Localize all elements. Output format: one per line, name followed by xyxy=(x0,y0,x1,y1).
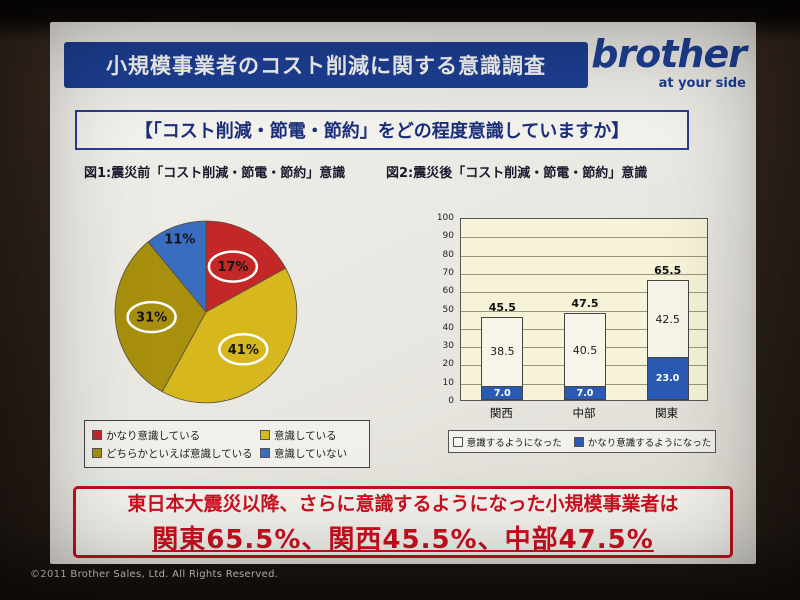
bar-segment-bottom: 23.0 xyxy=(646,357,689,400)
pie-chart: 17% 41% 31% 11% xyxy=(114,220,298,404)
pie-legend-item: 意識している xyxy=(260,428,362,443)
bar-y-tick-label: 100 xyxy=(436,213,454,223)
bar-y-tick-label: 50 xyxy=(442,304,454,315)
question-box: 【「コスト削減・節電・節約」をどの程度意識していますか】 xyxy=(75,110,689,150)
pie-slice-3 xyxy=(147,220,207,314)
gridline xyxy=(461,273,707,275)
bar-y-tick-label: 70 xyxy=(442,267,454,278)
bar-y-axis: 0 10 20 30 40 50 60 70 80 90 100 xyxy=(434,210,456,410)
bar-segment-top: 42.5 xyxy=(646,280,689,358)
pie-label-ellipse xyxy=(207,250,259,283)
bar-legend: 意識するようになった かなり意識するようになった xyxy=(448,430,716,453)
bar-total-label: 45.5 xyxy=(488,300,516,314)
gridline xyxy=(461,292,707,294)
bar-y-tick-label: 60 xyxy=(442,286,454,297)
bar-total-label: 65.5 xyxy=(654,264,682,278)
pie-legend-swatch xyxy=(92,448,102,458)
bar-legend-label: かなり意識するようになった xyxy=(587,437,712,449)
brother-logo-text: brother xyxy=(591,32,747,76)
pie-label-ellipse xyxy=(126,300,177,334)
pie-legend-label: かなり意識している xyxy=(106,429,201,442)
figure1-title: 図1:震災前「コスト削減・節電・節約」意識 xyxy=(84,166,346,181)
conclusion-box: 東日本大震災以降、さらに意識するようになった小規模事業者は 関東65.5%、関西… xyxy=(73,486,733,558)
bar-group: 65.5 42.5 23.0 xyxy=(646,264,689,400)
conclusion-line1: 東日本大震災以降、さらに意識するようになった小規模事業者は xyxy=(127,492,679,515)
bar-total-label: 47.5 xyxy=(571,297,599,311)
pie-legend-swatch xyxy=(92,430,102,440)
pie-legend-swatch xyxy=(260,430,270,440)
gridline xyxy=(461,310,707,312)
bar-segment-top: 38.5 xyxy=(481,316,524,388)
bar-legend-swatch xyxy=(452,436,463,447)
conclusion-line2: 関東65.5%、関西45.5%、中部47.5% xyxy=(152,524,654,555)
slide-title-bar: 小規模事業者のコスト削減に関する意識調査 xyxy=(64,42,588,88)
pie-legend-item: どちらかといえば意識している xyxy=(92,446,260,461)
bar-legend-label: 意識するようになった xyxy=(466,437,562,449)
pie-data-label: 11% xyxy=(164,233,195,248)
bar-x-label: 中部 xyxy=(572,406,596,420)
pie-legend: かなり意識している 意識しているどちらかといえば意識している 意識していない xyxy=(84,420,370,468)
slide-title: 小規模事業者のコスト削減に関する意識調査 xyxy=(106,54,546,78)
pie-slice-1 xyxy=(161,267,298,404)
bar-legend-swatch xyxy=(573,436,584,447)
bar-group: 47.5 40.5 7.0 xyxy=(564,297,606,400)
bar-y-tick-label: 80 xyxy=(442,249,454,260)
bar-x-label: 関西 xyxy=(489,406,513,420)
bar-group: 45.5 38.5 7.0 xyxy=(481,301,524,400)
pie-legend-item: かなり意識している xyxy=(92,428,260,443)
bar-y-tick-label: 20 xyxy=(442,359,454,370)
pie-legend-item: 意識していない xyxy=(260,446,362,461)
figure2-title: 図2:震災後「コスト削減・節電・節約」意識 xyxy=(386,166,648,181)
pie-slice-0 xyxy=(205,220,287,313)
pie-legend-swatch xyxy=(260,448,270,458)
copyright-text: ©2011 Brother Sales, Ltd. All Rights Res… xyxy=(30,569,279,580)
bar-y-tick-label: 90 xyxy=(442,231,454,242)
bar-y-tick-label: 30 xyxy=(442,341,454,352)
bar-legend-item: かなり意識するようになった xyxy=(573,435,712,449)
bar-y-tick-label: 0 xyxy=(448,396,454,406)
bar-chart: 0 10 20 30 40 50 60 70 80 90 100 45.5 38.5 7.0 47.5 40… xyxy=(434,210,716,426)
brother-logo-tagline: at your side xyxy=(658,75,746,91)
bar-segment-bottom: 7.0 xyxy=(564,387,606,400)
pie-legend-label: 意識している xyxy=(274,429,337,442)
slide: 小規模事業者のコスト削減に関する意識調査 brother at your sid… xyxy=(50,22,756,564)
bar-plot-area: 45.5 38.5 7.0 47.5 40.5 7.0 65.5 42.5 23.0 xyxy=(460,218,708,401)
pie-legend-label: 意識していない xyxy=(274,447,348,460)
pie-data-label: 31% xyxy=(136,311,167,326)
brother-logo: brother at your side xyxy=(550,32,747,91)
pie-data-label: 17% xyxy=(217,260,248,275)
question-text: 【「コスト削減・節電・節約」をどの程度意識していますか】 xyxy=(134,121,630,142)
bar-segment-bottom: 7.0 xyxy=(481,387,524,400)
pie-slice-2 xyxy=(114,241,207,393)
bar-y-tick-label: 10 xyxy=(442,377,454,388)
pie-label-ellipse xyxy=(218,333,269,366)
pie-data-label: 41% xyxy=(228,343,259,358)
bar-x-label: 関東 xyxy=(655,406,679,420)
bar-x-axis: 関西 中部 関東 xyxy=(460,405,708,421)
bar-legend-item: 意識するようになった xyxy=(452,435,562,449)
bar-y-tick-label: 40 xyxy=(442,322,454,333)
bar-segment-top: 40.5 xyxy=(564,313,606,388)
gridline xyxy=(461,237,707,239)
gridline xyxy=(461,255,707,257)
pie-legend-label: どちらかといえば意識している xyxy=(106,447,253,460)
